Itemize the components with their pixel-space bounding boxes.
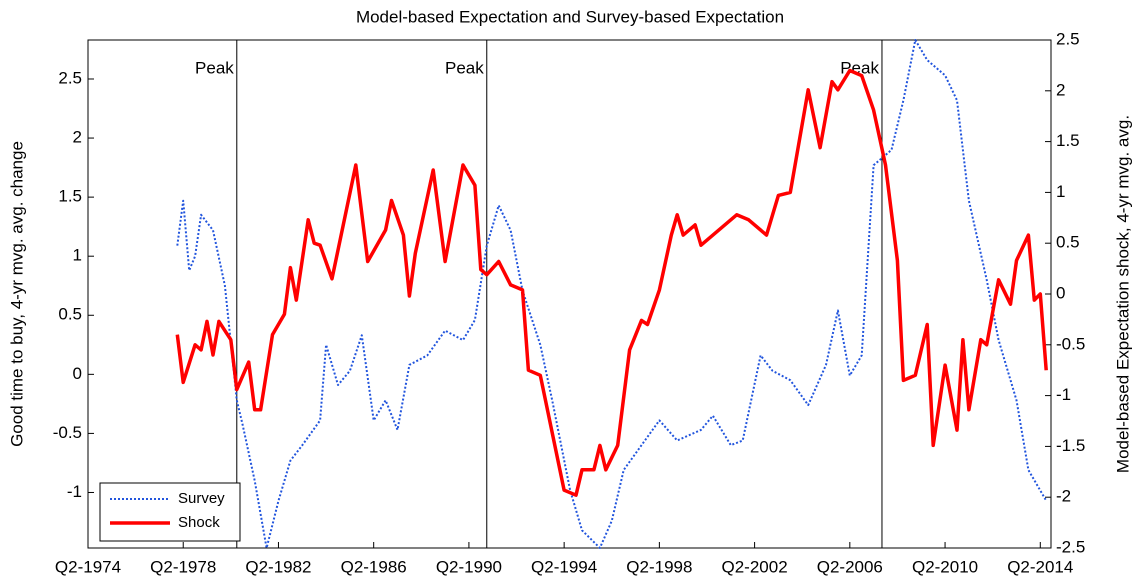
legend-label: Survey bbox=[178, 490, 225, 507]
x-tick-label: Q2-2002 bbox=[722, 557, 788, 576]
legend-label: Shock bbox=[178, 514, 220, 531]
y-tick-label: 0 bbox=[73, 364, 82, 383]
y2-tick-label: 1 bbox=[1056, 182, 1065, 201]
x-tick-label: Q2-1982 bbox=[245, 557, 311, 576]
peak-label: Peak bbox=[445, 58, 484, 77]
y-axis-label: Good time to buy, 4-yr mvg. avg. change bbox=[7, 141, 26, 447]
y-tick-label: 2 bbox=[73, 128, 82, 147]
y2-axis-label: Model-based Expectation shock, 4-yr mvg.… bbox=[1113, 115, 1132, 473]
y-tick-label: 1.5 bbox=[58, 187, 82, 206]
legend: Survey Shock bbox=[99, 482, 241, 542]
series-line bbox=[175, 68, 1048, 497]
x-tick-label: Q2-1998 bbox=[626, 557, 692, 576]
x-tick-label: Q2-1978 bbox=[150, 557, 216, 576]
x-tick-label: Q2-2014 bbox=[1007, 557, 1073, 576]
x-tick-label: Q2-1994 bbox=[531, 557, 597, 576]
y2-tick-label: -2.5 bbox=[1056, 537, 1085, 556]
y2-tick-label: -0.5 bbox=[1056, 334, 1085, 353]
y2-tick-label: -2 bbox=[1056, 487, 1071, 506]
y-tick-label: -1 bbox=[67, 482, 82, 501]
series-line bbox=[176, 39, 1048, 549]
y-tick-label: -0.5 bbox=[53, 423, 82, 442]
y2-tick-label: -1 bbox=[1056, 385, 1071, 404]
y2-tick-label: 2.5 bbox=[1056, 29, 1080, 48]
y2-tick-label: 0 bbox=[1056, 283, 1065, 302]
x-tick-label: Q2-1986 bbox=[341, 557, 407, 576]
y-tick-label: 2.5 bbox=[58, 68, 82, 87]
x-tick-label: Q2-1974 bbox=[55, 557, 121, 576]
peak-label: Peak bbox=[195, 58, 234, 77]
x-tick-label: Q2-2006 bbox=[817, 557, 883, 576]
legend-box bbox=[99, 482, 241, 542]
y-tick-label: 0.5 bbox=[58, 305, 82, 324]
y2-tick-label: -1.5 bbox=[1056, 436, 1085, 455]
y-tick-label: 1 bbox=[73, 246, 82, 265]
y2-tick-label: 0.5 bbox=[1056, 233, 1080, 252]
x-tick-label: Q2-2010 bbox=[912, 557, 978, 576]
x-tick-label: Q2-1990 bbox=[436, 557, 502, 576]
y2-tick-label: 2 bbox=[1056, 80, 1065, 99]
chart-title: Model-based Expectation and Survey-based… bbox=[356, 7, 784, 26]
y2-tick-label: 1.5 bbox=[1056, 131, 1080, 150]
